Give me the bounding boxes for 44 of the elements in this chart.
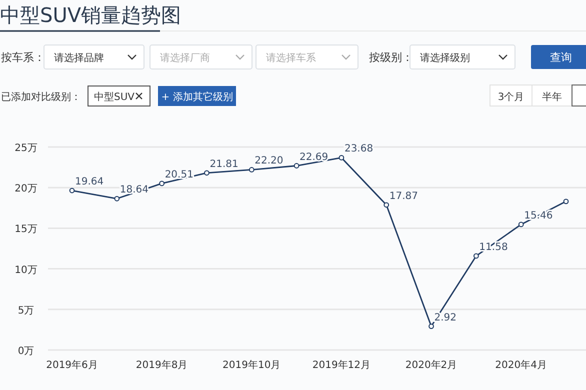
- point: [69, 188, 75, 194]
- x-tick-label: 2020年2月: [405, 359, 458, 371]
- text: 半年: [542, 91, 562, 103]
- x-tick-label: 2020年4月: [495, 359, 547, 371]
- x-tick-label: 2019年6月: [46, 359, 98, 371]
- y-tick-label: 5万: [18, 305, 34, 316]
- chart-title: 中型SUV销量趋势图: [0, 3, 182, 27]
- point: [294, 163, 300, 168]
- point: [563, 198, 569, 204]
- point: [518, 222, 524, 228]
- data-label: 21.81: [210, 158, 238, 170]
- point: [384, 202, 390, 208]
- point: [204, 170, 210, 176]
- y-tick-label: 15万: [14, 224, 38, 236]
- x-tick-label: 2019年8月: [136, 359, 188, 371]
- text: + 添加其它级别: [161, 91, 233, 103]
- text: 请选择品牌: [54, 52, 104, 64]
- data-label: 22.69: [300, 152, 328, 163]
- text: 请选择级别: [420, 52, 470, 64]
- y-tick-label: 10万: [14, 264, 38, 276]
- text: 中型SUV: [94, 91, 135, 103]
- y-tick-label: 25万: [14, 143, 38, 154]
- point: [159, 180, 165, 186]
- point: [248, 167, 254, 172]
- x-tick-label: 2019年12月: [312, 359, 371, 371]
- point: [114, 196, 120, 202]
- point: [428, 324, 434, 329]
- x-tick-label: 2019年10月: [222, 359, 281, 371]
- text: 已添加对比级别：: [1, 91, 81, 103]
- point: [338, 155, 344, 160]
- data-label: 17.87: [389, 190, 418, 202]
- text: 请选择车系: [266, 52, 316, 64]
- data-label: 20.51: [164, 169, 194, 180]
- text: 按级别：: [369, 51, 413, 64]
- text: 查询: [550, 51, 572, 64]
- y-tick-label: 0万: [18, 346, 34, 357]
- point: [473, 253, 479, 259]
- text: 3个月: [498, 91, 524, 103]
- y-tick-label: 20万: [14, 184, 38, 195]
- data-label: 23.68: [344, 144, 374, 155]
- text: 请选择厂商: [160, 52, 210, 64]
- data-label: 19.64: [75, 176, 104, 188]
- text: 按车系：: [1, 51, 45, 64]
- data-label: 22.20: [254, 156, 284, 167]
